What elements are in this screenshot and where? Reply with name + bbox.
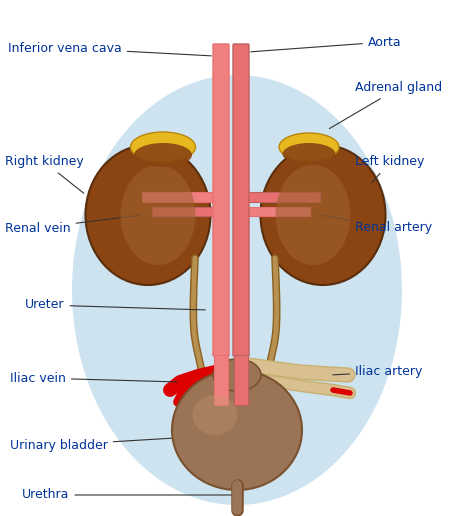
FancyBboxPatch shape [213,44,229,356]
Ellipse shape [134,143,192,167]
Bar [152,207,214,216]
Bar [214,355,228,405]
Ellipse shape [72,75,402,505]
Ellipse shape [172,370,302,490]
Text: Urinary bladder: Urinary bladder [10,438,172,452]
Ellipse shape [279,133,339,161]
Bar [142,192,214,202]
Ellipse shape [130,132,195,162]
Ellipse shape [283,143,336,165]
Text: Iliac vein: Iliac vein [10,372,177,384]
Ellipse shape [120,165,195,265]
Ellipse shape [261,145,385,285]
Ellipse shape [85,145,210,285]
Ellipse shape [192,395,237,435]
FancyBboxPatch shape [233,44,249,356]
Text: Left kidney: Left kidney [355,155,424,183]
Bar [234,355,248,405]
Text: Ureter: Ureter [25,298,205,312]
Bar [248,207,310,216]
Text: Aorta: Aorta [251,36,401,52]
Ellipse shape [275,165,350,265]
Text: Renal vein: Renal vein [5,215,139,234]
Text: Right kidney: Right kidney [5,155,84,194]
Ellipse shape [213,359,261,391]
Text: Adrenal gland: Adrenal gland [329,82,442,128]
Text: Iliac artery: Iliac artery [333,365,422,379]
Text: Urethra: Urethra [22,489,233,502]
Text: Inferior vena cava: Inferior vena cava [8,41,211,56]
Text: Renal artery: Renal artery [323,216,432,234]
Bar [248,192,320,202]
